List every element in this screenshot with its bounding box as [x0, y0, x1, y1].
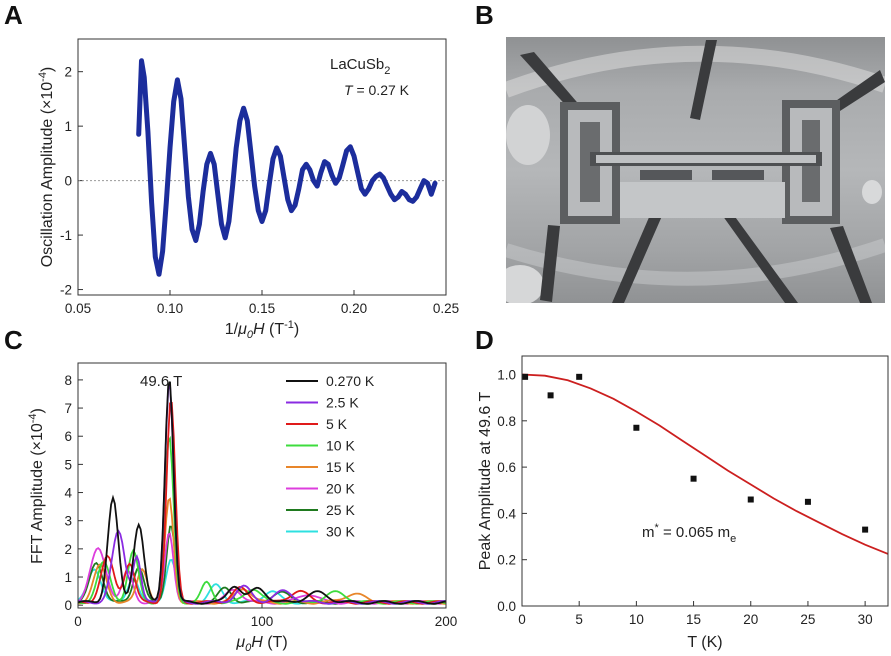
panel-d-ticks: 0 5 10 15 20 25 30 0.0 0.2 0.4 0.6 0.8 1.0 [497, 368, 872, 627]
panel-c-chart: 0 100 200 0 1 2 3 4 5 6 7 8 49.6 T 0.270 K 2.5 K 5 K 1… [27, 362, 457, 654]
panel-d-data-point [522, 373, 529, 380]
panel-label-b: B [475, 0, 494, 30]
panel-c-x-tick-label: 100 [251, 614, 274, 629]
panel-a-x-tick-label: 0.10 [157, 301, 183, 316]
panel-d-y-tick-label: 0.8 [497, 414, 516, 429]
panel-a-ticks: 0.05 0.10 0.15 0.20 0.25 -2 -1 0 1 2 [60, 65, 459, 316]
panel-d-data-point [633, 424, 640, 431]
panel-a-frame [77, 38, 447, 296]
panel-d-y-tick-label: 1.0 [497, 368, 516, 383]
panel-c-series-line [77, 384, 446, 605]
sem-image [506, 37, 885, 303]
panel-a-plot-area [78, 58, 446, 277]
panel-d-y-axis-label: Peak Amplitude at 49.6 T [477, 392, 494, 571]
panel-c-legend-label: 0.270 K [326, 373, 375, 389]
panel-d-y-tick-label: 0.4 [497, 506, 516, 521]
panel-d-y-tick-label: 0.6 [497, 460, 516, 475]
panel-c-series-line [77, 381, 447, 605]
panel-label-d: D [475, 325, 494, 355]
panel-label-c: C [4, 325, 23, 355]
panel-a-compound-label: LaCuSb2 [330, 56, 390, 77]
panel-a-x-axis-label: 1/μ0H (T-1) [225, 319, 299, 341]
panel-c-x-tick-label: 0 [74, 614, 82, 629]
panel-d-x-tick-label: 10 [629, 612, 644, 627]
panel-c-ticks: 0 100 200 0 1 2 3 4 5 6 7 8 [64, 373, 457, 629]
panel-d-x-tick-label: 0 [518, 612, 526, 627]
panel-d-data-point [690, 475, 697, 482]
panel-c-y-tick-label: 4 [64, 486, 72, 501]
panel-c-legend-label: 20 K [326, 481, 355, 497]
panel-c-x-tick-label: 200 [435, 614, 458, 629]
panel-c-legend-label: 2.5 K [326, 395, 359, 411]
panel-c-y-tick-label: 3 [64, 514, 72, 529]
panel-c-peak-label: 49.6 T [140, 373, 182, 390]
panel-a-x-tick-label: 0.05 [65, 301, 91, 316]
panel-a-x-tick-label: 0.25 [433, 301, 459, 316]
panel-d-y-tick-label: 0.2 [497, 553, 516, 568]
panel-d-y-tick-label: 0.0 [497, 599, 516, 614]
panel-d-x-tick-label: 15 [686, 612, 701, 627]
panel-a-y-tick-label: -1 [60, 228, 72, 243]
panel-d-x-tick-label: 20 [743, 612, 758, 627]
panel-c-legend-label: 5 K [326, 416, 348, 432]
panel-d-plot-area [521, 373, 889, 555]
panel-a-chart: 0.05 0.10 0.15 0.20 0.25 -2 -1 0 1 2 LaCuSb2 T = … [37, 38, 459, 341]
panel-c-y-tick-label: 6 [64, 429, 72, 444]
panel-c-legend-label: 10 K [326, 438, 355, 454]
panel-c-y-axis-label: FFT Amplitude (×10-4) [27, 408, 46, 564]
panel-c-legend-label: 25 K [326, 502, 355, 518]
panel-c-legend: 0.270 K 2.5 K 5 K 10 K 15 K 20 K 25 K 30 K [286, 373, 375, 540]
panel-c-y-tick-label: 8 [64, 373, 72, 388]
panel-a-x-tick-label: 0.15 [249, 301, 275, 316]
panel-d-data-point [862, 526, 869, 533]
panel-c-y-tick-label: 2 [64, 542, 72, 557]
panel-d-data-point [804, 498, 811, 505]
panel-a-y-tick-label: 0 [64, 174, 72, 189]
panel-a-y-axis-label: Oscillation Amplitude (×10-4) [37, 67, 56, 268]
panel-d-x-axis-label: T (K) [687, 634, 722, 651]
panel-c-y-tick-label: 0 [64, 598, 72, 613]
panel-c-y-tick-label: 7 [64, 401, 72, 416]
panel-c-legend-label: 15 K [326, 459, 355, 475]
panel-d-data-point [576, 373, 583, 380]
panel-c-series-line [77, 401, 447, 605]
panel-d-effective-mass-label: m* = 0.065 me [642, 522, 736, 545]
panel-a-y-tick-label: 1 [64, 119, 72, 134]
panel-d-chart: 0 5 10 15 20 25 30 0.0 0.2 0.4 0.6 0.8 1.0 m* = 0.06… [477, 355, 889, 651]
panel-c-y-tick-label: 1 [64, 570, 72, 585]
panel-a-x-tick-label: 0.20 [341, 301, 367, 316]
panel-c-legend-label: 30 K [326, 524, 355, 540]
panel-d-data-point [747, 496, 754, 503]
panel-d-data-point [547, 392, 554, 399]
panel-c-frame [77, 362, 447, 609]
panel-c-y-tick-label: 5 [64, 457, 72, 472]
panel-label-a: A [4, 0, 23, 30]
panel-d-x-tick-label: 5 [575, 612, 583, 627]
panel-c-x-axis-label: μ0H (T) [235, 634, 287, 654]
panel-c-plot-area [77, 381, 447, 605]
panel-a-y-tick-label: 2 [64, 65, 72, 80]
panel-d-frame [521, 355, 889, 607]
panel-d-x-tick-label: 25 [800, 612, 815, 627]
panel-a-oscillation-line [136, 58, 438, 277]
panel-a-temperature-label: T = 0.27 K [344, 82, 410, 98]
panel-a-y-tick-label: -2 [60, 283, 72, 298]
panel-d-x-tick-label: 30 [858, 612, 873, 627]
panel-d-fit-curve [521, 373, 889, 555]
